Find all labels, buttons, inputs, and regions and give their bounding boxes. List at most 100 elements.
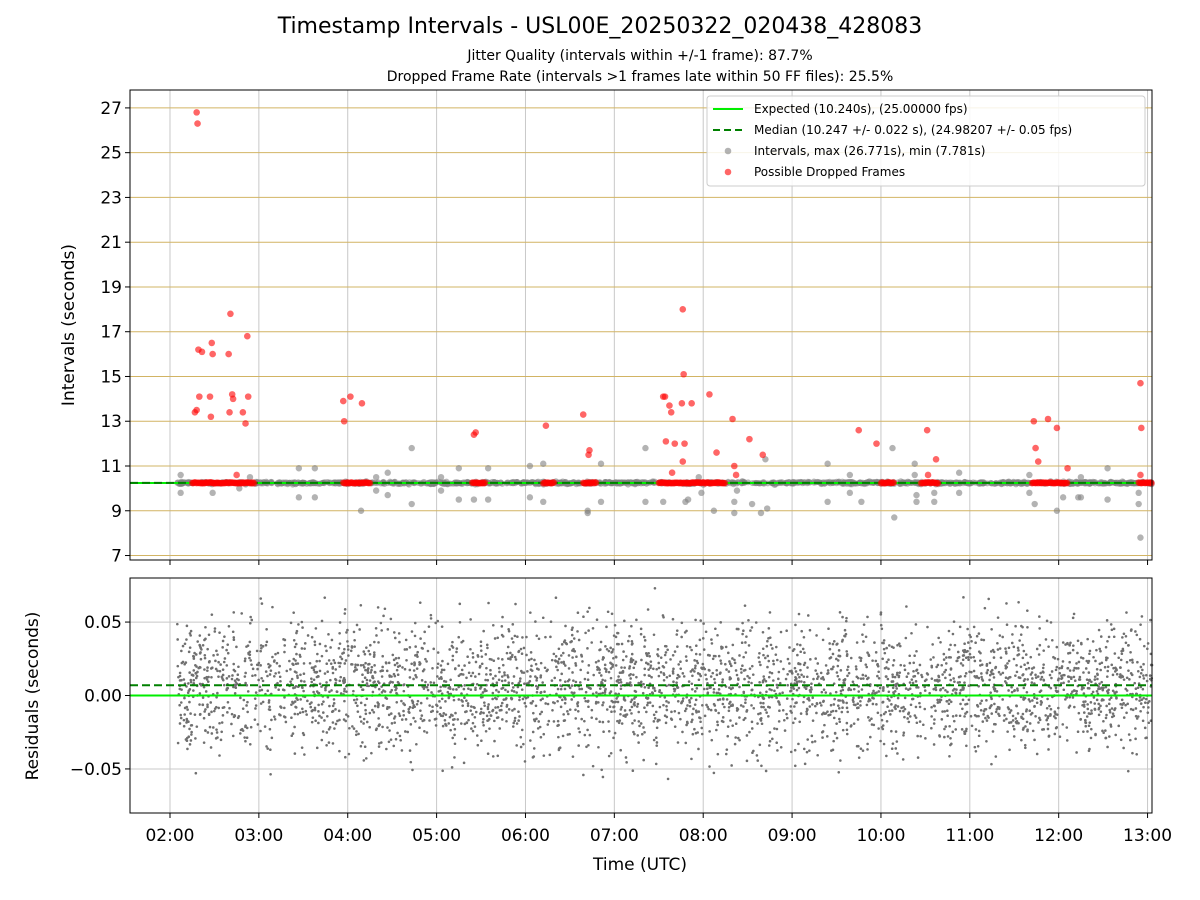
residual-point [630, 705, 634, 709]
residual-point [734, 669, 738, 672]
residual-point [973, 659, 977, 663]
residual-point [396, 680, 400, 684]
residual-point [511, 725, 515, 728]
residual-point [213, 707, 217, 710]
residual-point [1007, 646, 1011, 650]
residual-point [664, 721, 668, 725]
residual-point [601, 682, 604, 685]
residual-point [796, 643, 799, 646]
residual-point [691, 718, 694, 722]
residual-point [1124, 703, 1127, 707]
residual-point [1015, 719, 1019, 723]
residual-point [889, 713, 892, 716]
residual-point [440, 668, 444, 672]
residual-point [679, 660, 682, 664]
residual-point [1042, 679, 1046, 682]
residual-point [453, 742, 457, 746]
residual-point [975, 714, 978, 718]
residual-point [710, 738, 714, 742]
residual-point [393, 674, 397, 678]
residual-point [739, 704, 743, 707]
residual-point [824, 691, 828, 694]
residual-point [1012, 735, 1016, 738]
residual-point [451, 718, 455, 721]
residual-point [631, 658, 635, 662]
residual-point [1033, 696, 1036, 700]
residual-point [944, 676, 947, 680]
residual-point [484, 729, 488, 733]
residual-point [215, 696, 218, 699]
residual-point [750, 681, 753, 685]
residual-point [880, 725, 884, 729]
residual-point [424, 657, 427, 661]
residual-point [788, 646, 791, 649]
residual-point [364, 661, 367, 665]
residual-point [965, 744, 968, 748]
residual-point [738, 654, 741, 657]
dropped-frame-point [721, 479, 729, 487]
residual-point [939, 640, 942, 644]
residual-point [404, 638, 408, 642]
residual-point [947, 629, 951, 633]
residual-point [591, 692, 595, 696]
residual-point [279, 679, 282, 683]
residual-point [372, 681, 375, 684]
residual-point [311, 708, 315, 712]
residual-point [797, 662, 800, 666]
dropped-frame-point [206, 393, 214, 400]
interval-point [484, 496, 492, 503]
residual-point [846, 665, 850, 669]
residual-point [476, 743, 480, 747]
residual-point [598, 687, 602, 690]
residual-point [519, 647, 523, 651]
residual-point [997, 670, 1001, 674]
residual-point [903, 664, 906, 667]
residual-point [394, 657, 398, 660]
residual-point [695, 686, 699, 690]
residual-point [914, 680, 918, 683]
residual-point [605, 708, 609, 711]
dropped-frame-point [932, 455, 940, 463]
residual-point [451, 640, 454, 644]
residual-point [747, 618, 750, 622]
residual-point [610, 612, 614, 616]
residual-point [974, 728, 978, 731]
residual-point [338, 631, 341, 635]
residual-point [684, 655, 688, 658]
residual-point [542, 754, 546, 757]
residual-point [949, 668, 953, 671]
residual-point [463, 684, 467, 687]
residual-point [1098, 662, 1102, 666]
residual-point [264, 670, 268, 673]
residual-point [534, 684, 538, 688]
residual-point [1011, 719, 1015, 722]
residual-point [1096, 677, 1099, 681]
residual-point [329, 646, 332, 649]
dropped-frame-point [592, 479, 600, 486]
residual-point [993, 702, 996, 706]
residual-point [612, 705, 615, 709]
residual-point [859, 659, 863, 663]
residual-point [192, 657, 196, 660]
residual-point [425, 697, 429, 700]
residual-point [835, 657, 838, 661]
residual-point [916, 671, 920, 675]
residual-point [588, 733, 592, 737]
residual-point [405, 648, 409, 651]
residual-point [643, 667, 647, 671]
residual-point [723, 705, 726, 709]
residual-point [1095, 698, 1099, 702]
residual-point [879, 623, 883, 627]
residual-point [765, 690, 768, 694]
residual-point [364, 757, 368, 760]
dropped-frame-point [706, 391, 713, 398]
residual-point [419, 637, 422, 640]
residual-point [471, 671, 475, 675]
residual-point [549, 620, 553, 624]
residual-point [980, 675, 983, 679]
residual-point [891, 675, 895, 679]
residual-point [1054, 686, 1058, 689]
residual-point [836, 659, 840, 662]
residual-point [846, 710, 850, 714]
residual-point [478, 664, 482, 668]
